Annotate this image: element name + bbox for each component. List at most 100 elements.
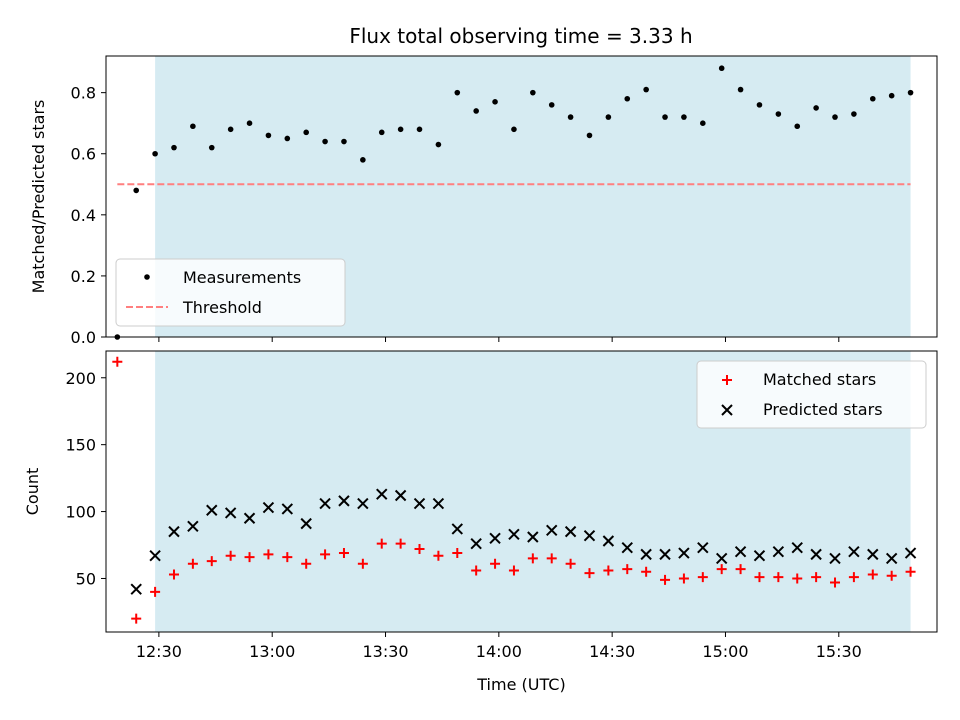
matched-star-point xyxy=(433,550,444,561)
y-tick-label: 0.2 xyxy=(71,267,96,286)
y-tick-label: 0.6 xyxy=(71,145,96,164)
predicted-star-point xyxy=(583,529,596,542)
predicted-star-point xyxy=(187,520,199,532)
measurement-point xyxy=(265,132,272,139)
matched-star-point xyxy=(773,572,784,583)
matched-star-point xyxy=(206,556,217,567)
measurement-point xyxy=(851,111,857,117)
predicted-star-point xyxy=(659,548,671,561)
measurement-point xyxy=(190,123,196,130)
measurement-point xyxy=(794,123,801,130)
measurement-point xyxy=(360,157,366,163)
measurement-point xyxy=(246,120,253,126)
matched-star-point xyxy=(603,565,614,576)
measurement-point xyxy=(322,138,328,145)
matched-star-point xyxy=(263,549,274,560)
y-tick-label: 150 xyxy=(65,436,96,455)
predicted-star-point xyxy=(451,523,463,535)
matched-star-point xyxy=(282,552,293,563)
predicted-star-point xyxy=(413,497,426,510)
measurement-point xyxy=(152,150,158,157)
predicted-star-point xyxy=(149,550,161,562)
y-tick-label: 0.4 xyxy=(71,206,96,225)
legend-box xyxy=(696,360,927,429)
predicted-star-point xyxy=(867,548,879,561)
predicted-star-point xyxy=(130,583,142,595)
measurement-point xyxy=(700,120,706,126)
measurement-point xyxy=(378,129,385,136)
legend-label: Threshold xyxy=(182,298,262,317)
matched-star-point xyxy=(697,572,708,583)
legend-label: Matched stars xyxy=(763,370,876,389)
measurement-point xyxy=(643,86,649,93)
matched-star-point xyxy=(490,558,501,569)
matched-star-point xyxy=(395,538,406,549)
matched-star-point xyxy=(414,544,425,555)
legend-matched-marker xyxy=(722,375,732,385)
measurement-point xyxy=(775,111,782,117)
measurement-point xyxy=(888,92,895,99)
matched-star-point xyxy=(848,572,859,583)
predicted-star-point xyxy=(885,552,898,565)
predicted-star-point xyxy=(168,525,180,538)
x-tick-label: 13:30 xyxy=(362,642,408,661)
predicted-star-point xyxy=(376,488,388,500)
x-tick-label: 14:00 xyxy=(476,642,522,661)
matched-star-point xyxy=(131,613,142,624)
predicted-star-point xyxy=(904,547,917,559)
legend-measurements-marker xyxy=(144,274,150,280)
matched-star-point xyxy=(168,569,179,580)
measurement-point xyxy=(473,108,479,114)
measurement-point xyxy=(303,129,309,136)
measurement-point xyxy=(681,114,687,120)
predicted-star-point xyxy=(262,501,275,514)
axes-frame xyxy=(105,350,938,633)
measurement-point xyxy=(737,86,744,93)
predicted-star-point xyxy=(848,546,860,558)
legend: Measurements Threshold xyxy=(115,258,346,327)
matched-star-point xyxy=(244,552,255,563)
predicted-star-point xyxy=(753,550,766,562)
matched-star-point xyxy=(376,538,387,549)
matched-star-point xyxy=(811,572,822,583)
matched-star-point xyxy=(735,564,746,575)
measurement-point xyxy=(832,114,838,120)
predicted-star-point xyxy=(715,552,728,565)
predicted-star-point xyxy=(829,552,841,565)
x-tick-label: 14:30 xyxy=(589,642,635,661)
predicted-star-point xyxy=(243,512,256,524)
measurement-point xyxy=(133,187,140,194)
matched-star-point xyxy=(508,565,519,576)
y-tick-label: 50 xyxy=(76,569,96,588)
predicted-star-point xyxy=(394,489,407,502)
measurement-point xyxy=(171,144,177,151)
x-tick-label: 12:30 xyxy=(136,642,182,661)
measurement-point xyxy=(435,141,442,148)
predicted-star-point xyxy=(734,546,747,558)
matched-star-point xyxy=(546,553,557,564)
predicted-star-point xyxy=(546,524,558,537)
matched-star-point xyxy=(678,573,689,584)
matched-star-point xyxy=(320,549,331,560)
predicted-star-point xyxy=(508,528,520,541)
chart-title: Flux total observing time = 3.33 h xyxy=(349,24,692,48)
matched-star-point xyxy=(225,550,236,561)
matched-star-point xyxy=(471,565,482,576)
predicted-star-point xyxy=(470,537,482,550)
y-axis-label: Count xyxy=(23,468,42,516)
matched-star-point xyxy=(905,566,916,577)
matched-star-point xyxy=(584,568,595,579)
measurement-point xyxy=(341,138,347,145)
matched-star-point xyxy=(641,566,652,577)
predicted-star-point xyxy=(527,531,539,543)
measurement-point xyxy=(586,132,593,139)
matched-star-point xyxy=(565,558,576,569)
predicted-star-point xyxy=(319,497,331,510)
matched-star-point xyxy=(830,577,841,588)
measurement-point xyxy=(530,89,536,96)
matched-star-point xyxy=(527,553,538,564)
measurement-point xyxy=(416,126,423,133)
y-tick-label: 100 xyxy=(65,503,96,522)
predicted-star-point xyxy=(206,504,218,516)
